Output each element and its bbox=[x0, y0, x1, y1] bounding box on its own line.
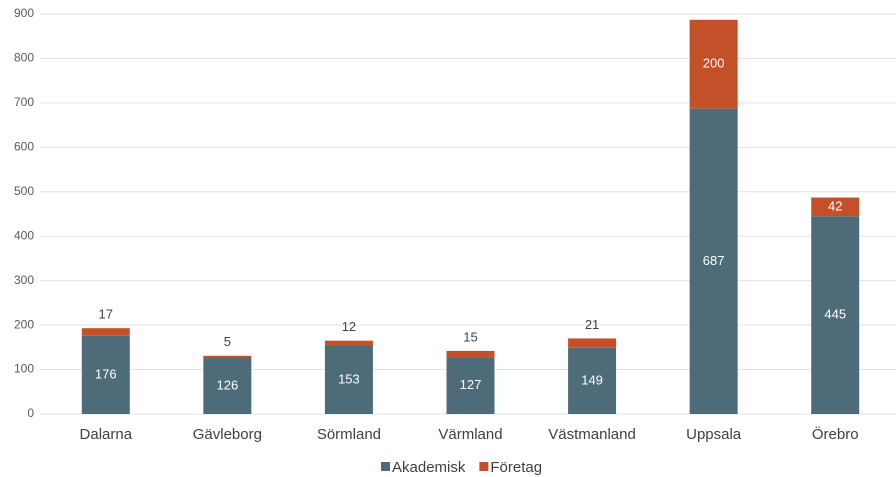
y-tick-label: 0 bbox=[27, 406, 34, 420]
y-tick-label: 500 bbox=[14, 184, 34, 198]
x-tick-label: Värmland bbox=[438, 426, 502, 443]
y-tick-label: 200 bbox=[14, 317, 34, 331]
x-tick-label: Örebro bbox=[812, 425, 859, 443]
bar-segment bbox=[81, 328, 130, 336]
bar-segment bbox=[568, 338, 617, 348]
bar-segment bbox=[689, 108, 738, 415]
bar-segment bbox=[203, 358, 252, 414]
bar-segment bbox=[811, 197, 860, 217]
y-tick-label: 400 bbox=[14, 228, 34, 242]
legend-swatch bbox=[381, 462, 390, 471]
x-tick-label: Sörmland bbox=[317, 426, 381, 443]
y-tick-label: 800 bbox=[14, 51, 34, 65]
data-label: 15 bbox=[463, 329, 477, 344]
legend-label: Akademisk bbox=[392, 459, 466, 476]
data-label: 176 bbox=[95, 366, 117, 381]
x-tick-label: Uppsala bbox=[686, 426, 742, 443]
bar-segment bbox=[81, 335, 130, 414]
bar-segment bbox=[324, 340, 373, 346]
data-label: 200 bbox=[703, 56, 725, 71]
bar-segment bbox=[324, 346, 373, 414]
data-label: 17 bbox=[99, 307, 113, 322]
y-tick-label: 600 bbox=[14, 140, 34, 154]
y-tick-label: 900 bbox=[14, 6, 34, 20]
bar-segment bbox=[446, 357, 495, 414]
bar-segment bbox=[203, 355, 252, 358]
data-label: 149 bbox=[581, 372, 603, 387]
y-tick-label: 100 bbox=[14, 362, 34, 376]
data-label: 5 bbox=[224, 334, 231, 349]
legend-swatch bbox=[479, 462, 489, 471]
bar-segment bbox=[689, 19, 738, 109]
bar-segment bbox=[568, 347, 617, 414]
y-tick-label: 700 bbox=[14, 95, 34, 109]
x-tick-label: Västmanland bbox=[548, 426, 636, 443]
y-tick-label: 300 bbox=[14, 273, 34, 287]
data-label: 21 bbox=[585, 317, 599, 332]
legend-label: Företag bbox=[490, 459, 542, 476]
data-label: 126 bbox=[217, 377, 239, 392]
data-label: 445 bbox=[824, 307, 846, 322]
data-label: 687 bbox=[703, 253, 725, 268]
bar-segment bbox=[811, 216, 860, 414]
x-tick-label: Gävleborg bbox=[193, 426, 262, 443]
data-label: 42 bbox=[828, 198, 842, 213]
data-label: 12 bbox=[342, 319, 356, 334]
bar-segment bbox=[446, 350, 495, 358]
data-label: 153 bbox=[338, 371, 360, 386]
x-tick-label: Dalarna bbox=[80, 426, 133, 443]
data-label: 127 bbox=[460, 377, 482, 392]
